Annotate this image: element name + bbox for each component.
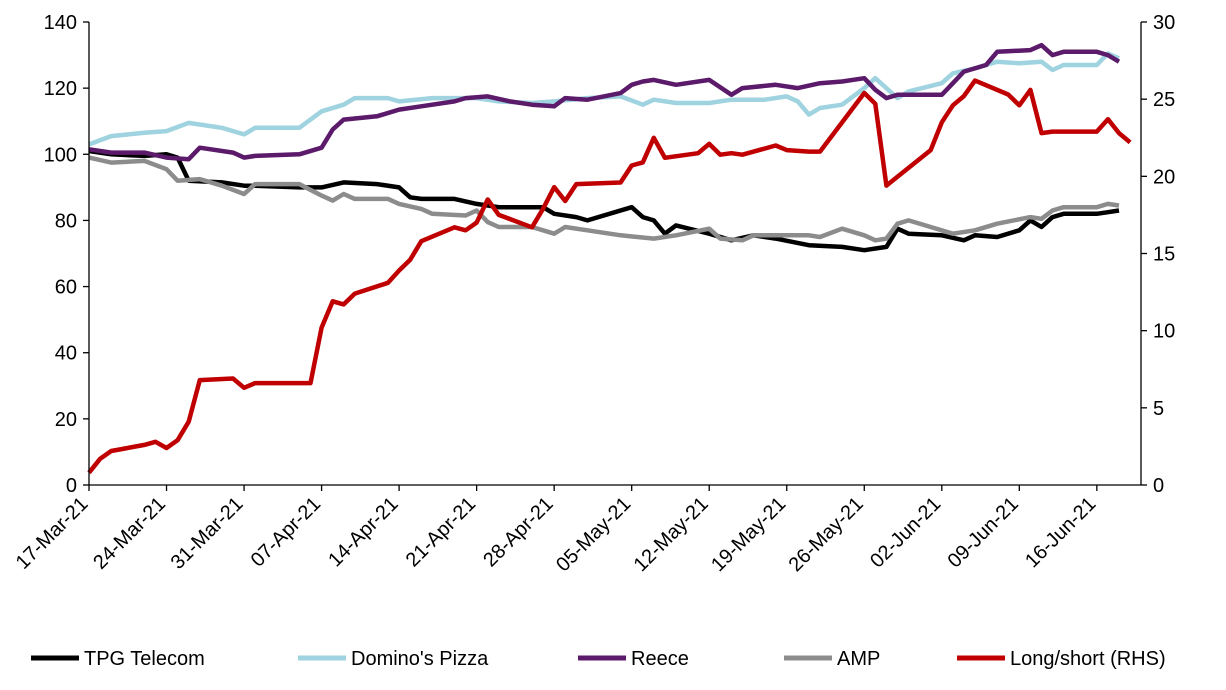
y-tick-label-left: 80 xyxy=(55,210,77,232)
x-tick-label: 07-Apr-21 xyxy=(247,493,325,571)
y-tick-label-left: 140 xyxy=(44,12,77,34)
y-tick-label-right: 0 xyxy=(1153,475,1164,497)
legend-label-4: Long/short (RHS) xyxy=(1010,648,1166,670)
x-tick-label: 14-Apr-21 xyxy=(324,493,402,571)
series-line-0 xyxy=(88,148,1120,253)
x-tick-label: 21-Apr-21 xyxy=(402,493,480,571)
legend-label-2: Reece xyxy=(631,648,689,670)
y-tick-label-left: 120 xyxy=(44,78,77,100)
x-tick-label: 17-Mar-21 xyxy=(12,493,93,574)
x-tick-label: 26-May-21 xyxy=(785,493,868,576)
x-tick-label: 12-May-21 xyxy=(630,493,713,576)
x-tick-label: 19-May-21 xyxy=(707,493,790,576)
series-layer xyxy=(87,42,1132,475)
x-tick-label: 28-Apr-21 xyxy=(479,493,557,571)
y-tick-label-right: 10 xyxy=(1153,321,1175,343)
series-line-4 xyxy=(87,78,1132,475)
y-tick-label-right: 30 xyxy=(1153,12,1175,34)
legend: TPG Telecom Domino's Pizza Reece AMP Long/sh… xyxy=(31,648,1166,670)
x-tick-label: 09-Jun-21 xyxy=(944,493,1023,572)
y-tick-label-left: 60 xyxy=(55,277,77,299)
legend-label-0: TPG Telecom xyxy=(84,648,205,670)
y-tick-label-right: 20 xyxy=(1153,166,1175,188)
series-line-1 xyxy=(88,51,1120,147)
y-tick-label-right: 15 xyxy=(1153,244,1175,266)
legend-label-1: Domino's Pizza xyxy=(351,648,489,670)
y-tick-label-left: 20 xyxy=(55,409,77,431)
x-tick-label: 02-Jun-21 xyxy=(866,493,945,572)
y-tick-label-left: 40 xyxy=(55,343,77,365)
x-tick-label: 31-Mar-21 xyxy=(167,493,248,574)
x-tick-label: 05-May-21 xyxy=(552,493,635,576)
x-tick-label: 16-Jun-21 xyxy=(1021,493,1100,572)
y-tick-label-left: 100 xyxy=(44,144,77,166)
series-line-2 xyxy=(88,42,1121,162)
y-tick-label-right: 25 xyxy=(1153,89,1175,111)
legend-label-3: AMP xyxy=(837,648,880,670)
x-tick-label: 24-Mar-21 xyxy=(89,493,170,574)
series-line-3 xyxy=(88,155,1120,243)
y-tick-label-left: 0 xyxy=(66,475,77,497)
y-tick-label-right: 5 xyxy=(1153,398,1164,420)
